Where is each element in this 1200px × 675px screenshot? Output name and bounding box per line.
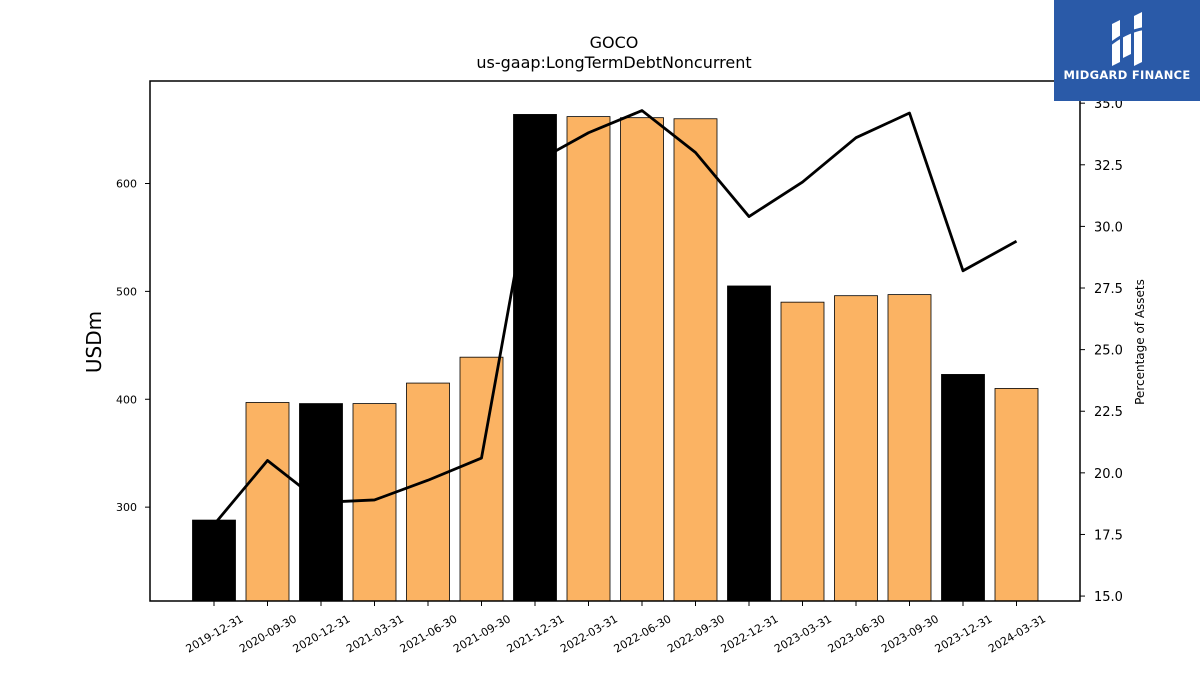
chart-title: GOCO — [590, 33, 639, 52]
y-axis-label: USDm — [82, 311, 106, 373]
bar-2023-06-30 — [834, 295, 878, 602]
x-tick-label: 2022-06-30 — [612, 612, 674, 655]
x-tick-label: 2023-03-31 — [772, 612, 834, 655]
x-tick-label: 2023-06-30 — [826, 612, 888, 655]
y2-axis-label: Percentage of Assets — [1133, 279, 1147, 405]
x-tick-label: 2023-09-30 — [879, 612, 941, 655]
bar-2021-12-31 — [513, 114, 557, 602]
x-tick-label: 2022-09-30 — [665, 612, 727, 655]
x-tick-label: 2021-03-31 — [344, 612, 406, 655]
bar-2022-12-31 — [727, 285, 771, 602]
bar-2023-03-31 — [780, 301, 825, 602]
y2-tick-label: 20.0 — [1094, 467, 1123, 482]
bar-2020-09-30 — [245, 402, 290, 602]
x-tick-label: 2022-03-31 — [558, 612, 620, 655]
midgard-logo-mark-icon — [1107, 12, 1149, 66]
y-tick-label: 600 — [116, 177, 137, 190]
x-tick-label: 2021-09-30 — [451, 612, 513, 655]
x-tick-label: 2019-12-31 — [184, 612, 246, 655]
bar-2024-03-31 — [994, 388, 1039, 602]
x-tick-label: 2021-12-31 — [505, 612, 567, 655]
x-tick-label: 2020-12-31 — [291, 612, 353, 655]
y-tick-label: 500 — [116, 285, 137, 298]
y2-tick-label: 15.0 — [1094, 590, 1123, 605]
y-tick-label: 300 — [116, 501, 137, 514]
y2-tick-label: 27.5 — [1094, 282, 1123, 297]
y2-tick-label: 30.0 — [1094, 220, 1123, 235]
bar-2019-12-31 — [192, 519, 236, 602]
bar-2021-09-30 — [459, 356, 504, 602]
percentage-line — [212, 109, 1018, 526]
bar-2022-03-31 — [566, 116, 611, 602]
x-tick-label: 2023-12-31 — [933, 612, 995, 655]
y2-tick-label: 32.5 — [1094, 159, 1123, 174]
bar-2023-09-30 — [887, 294, 932, 602]
bar-series — [192, 114, 1039, 602]
y2-tick-label: 17.5 — [1094, 528, 1123, 543]
midgard-finance-logo: MIDGARD FINANCE — [1054, 0, 1200, 101]
bar-2021-06-30 — [406, 382, 450, 602]
chart-subtitle: us-gaap:LongTermDebtNoncurrent — [476, 53, 751, 72]
logo-text: MIDGARD FINANCE — [1063, 68, 1191, 82]
plot-frame — [149, 80, 1081, 602]
bar-2021-03-31 — [352, 403, 397, 602]
y-tick-label: 400 — [116, 393, 137, 406]
percentage-line-series — [212, 109, 1018, 526]
bar-2022-06-30 — [620, 117, 664, 602]
y2-tick-label: 25.0 — [1094, 344, 1123, 359]
bar-2022-09-30 — [673, 118, 718, 602]
y2-tick-label: 22.5 — [1094, 405, 1123, 420]
x-tick-label: 2021-06-30 — [398, 612, 460, 655]
x-tick-label: 2024-03-31 — [986, 612, 1048, 655]
x-tick-label: 2022-12-31 — [719, 612, 781, 655]
bar-2023-12-31 — [941, 374, 985, 602]
x-tick-label: 2020-09-30 — [237, 612, 299, 655]
